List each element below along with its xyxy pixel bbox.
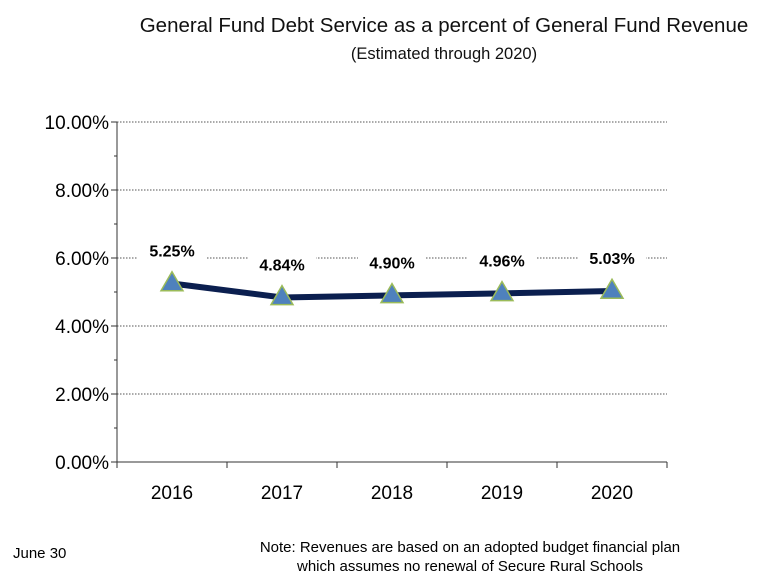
data-point-marker — [489, 280, 515, 302]
data-label-bg — [138, 239, 206, 262]
data-label: 5.25% — [149, 244, 194, 261]
footer-date: June 30 — [13, 545, 67, 562]
x-tick-label: 2018 — [371, 483, 413, 504]
footer-note-line-2: which assumes no renewal of Secure Rural… — [296, 558, 643, 575]
x-axis-ticks: 2016 2017 2018 2019 2020 — [116, 462, 668, 504]
data-label-bg — [468, 249, 536, 272]
data-label-bg — [248, 253, 316, 276]
x-tick-label: 2020 — [591, 483, 633, 504]
x-tick-label: 2017 — [261, 483, 303, 504]
y-tick-label: 10.00% — [45, 113, 110, 134]
x-tick-label: 2019 — [481, 483, 523, 504]
y-tick-label: 4.00% — [55, 317, 109, 338]
chart-subtitle: (Estimated through 2020) — [350, 45, 538, 63]
line-chart: 0.00% 2.00% 4.00% 6.00% 8.00% 10.00% 2016 2017… — [45, 113, 668, 504]
footer-note-line-1: Note: Revenues are based on an adopted b… — [259, 539, 681, 556]
y-axis-ticks: 0.00% 2.00% 4.00% 6.00% 8.00% 10.00% — [45, 113, 117, 474]
series-group — [159, 270, 625, 306]
chart-title-main: General Fund Debt Service as a percent o… — [139, 14, 749, 37]
chart-title: General Fund Debt Service as a percent o… — [110, 12, 778, 68]
data-label: 4.90% — [369, 255, 414, 272]
data-point-marker — [159, 270, 185, 292]
data-label: 4.96% — [479, 253, 524, 270]
data-point-marker — [269, 284, 295, 306]
footer-note: Note: Revenues are based on an adopted b… — [150, 538, 783, 576]
data-label-bg — [578, 246, 646, 269]
y-tick-label: 6.00% — [55, 249, 109, 270]
x-tick-label: 2016 — [151, 483, 193, 504]
y-tick-label: 0.00% — [55, 453, 109, 474]
data-label: 4.84% — [259, 257, 304, 274]
data-point-marker — [599, 277, 625, 299]
data-point-marker — [379, 282, 405, 304]
y-tick-label: 2.00% — [55, 385, 109, 406]
data-label-bg — [358, 251, 426, 274]
data-label: 5.03% — [589, 251, 634, 268]
y-tick-label: 8.00% — [55, 181, 109, 202]
data-labels: 5.25% 4.84% 4.90% 4.96% 5.03% — [138, 239, 646, 276]
